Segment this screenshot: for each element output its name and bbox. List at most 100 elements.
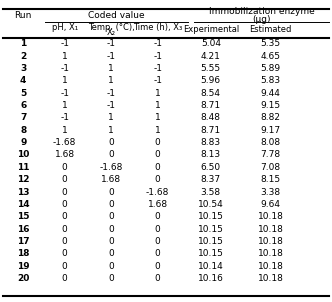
Text: 12: 12: [17, 175, 30, 184]
Text: 1: 1: [108, 64, 114, 73]
Text: 0: 0: [62, 188, 68, 197]
Text: 0: 0: [62, 212, 68, 221]
Text: 0: 0: [62, 225, 68, 234]
Text: 10.18: 10.18: [258, 212, 284, 221]
Text: 1: 1: [108, 113, 114, 122]
Text: 8.37: 8.37: [201, 175, 221, 184]
Text: Experimental: Experimental: [183, 25, 239, 34]
Text: 0: 0: [155, 237, 161, 246]
Text: -1: -1: [153, 76, 162, 85]
Text: 14: 14: [17, 200, 30, 209]
Text: -1: -1: [153, 39, 162, 48]
Text: 0: 0: [62, 262, 68, 271]
Text: 0: 0: [155, 212, 161, 221]
Text: 0: 0: [108, 188, 114, 197]
Text: 10.18: 10.18: [258, 225, 284, 234]
Text: 8.71: 8.71: [201, 126, 221, 135]
Text: 8: 8: [20, 126, 26, 135]
Text: 0: 0: [108, 274, 114, 283]
Text: 0: 0: [108, 249, 114, 259]
Text: 6: 6: [20, 101, 26, 110]
Text: 10.16: 10.16: [198, 274, 224, 283]
Text: 0: 0: [155, 150, 161, 159]
Text: 20: 20: [17, 274, 30, 283]
Text: 9.17: 9.17: [261, 126, 281, 135]
Text: -1: -1: [153, 64, 162, 73]
Text: 0: 0: [62, 200, 68, 209]
Text: 3.58: 3.58: [201, 188, 221, 197]
Text: 10.15: 10.15: [198, 225, 224, 234]
Text: 8.71: 8.71: [201, 101, 221, 110]
Text: Run: Run: [15, 11, 32, 20]
Text: 4.21: 4.21: [201, 52, 221, 61]
Text: -1: -1: [153, 52, 162, 61]
Text: 0: 0: [108, 150, 114, 159]
Text: 1: 1: [20, 39, 26, 48]
Text: 10.15: 10.15: [198, 212, 224, 221]
Text: 3: 3: [20, 64, 26, 73]
Text: 0: 0: [108, 237, 114, 246]
Text: -1.68: -1.68: [146, 188, 169, 197]
Text: 1: 1: [155, 113, 161, 122]
Text: 10.18: 10.18: [258, 274, 284, 283]
Text: 10.14: 10.14: [198, 262, 224, 271]
Text: Estimated: Estimated: [249, 25, 292, 34]
Text: 8.82: 8.82: [261, 113, 281, 122]
Text: 0: 0: [62, 163, 68, 172]
Text: 5.83: 5.83: [261, 76, 281, 85]
Text: 0: 0: [62, 175, 68, 184]
Text: 0: 0: [155, 225, 161, 234]
Text: 10: 10: [17, 150, 30, 159]
Text: 1: 1: [62, 76, 68, 85]
Text: 7: 7: [20, 113, 27, 122]
Text: 0: 0: [108, 262, 114, 271]
Text: 3.38: 3.38: [261, 188, 281, 197]
Text: Immobilization enzyme: Immobilization enzyme: [208, 8, 314, 16]
Text: -1: -1: [107, 101, 116, 110]
Text: 8.13: 8.13: [201, 150, 221, 159]
Text: 10.54: 10.54: [198, 200, 224, 209]
Text: 8.48: 8.48: [201, 113, 221, 122]
Text: X₂: X₂: [107, 28, 116, 37]
Text: -1: -1: [107, 39, 116, 48]
Text: 1.68: 1.68: [148, 200, 168, 209]
Text: 2: 2: [20, 52, 26, 61]
Text: 0: 0: [108, 225, 114, 234]
Text: 0: 0: [62, 249, 68, 259]
Text: 0: 0: [62, 274, 68, 283]
Text: 5.96: 5.96: [201, 76, 221, 85]
Text: 0: 0: [155, 274, 161, 283]
Text: 0: 0: [155, 163, 161, 172]
Text: 8.15: 8.15: [261, 175, 281, 184]
Text: 10.15: 10.15: [198, 237, 224, 246]
Text: 15: 15: [17, 212, 30, 221]
Text: Coded value: Coded value: [88, 11, 144, 20]
Text: 11: 11: [17, 163, 30, 172]
Text: 19: 19: [17, 262, 30, 271]
Text: 0: 0: [155, 175, 161, 184]
Text: 1: 1: [62, 126, 68, 135]
Text: 5.55: 5.55: [201, 64, 221, 73]
Text: 9.44: 9.44: [261, 89, 281, 98]
Text: -1: -1: [107, 89, 116, 98]
Text: 0: 0: [155, 249, 161, 259]
Text: -1.68: -1.68: [100, 163, 123, 172]
Text: -1: -1: [60, 64, 69, 73]
Text: 13: 13: [17, 188, 30, 197]
Text: 1: 1: [62, 52, 68, 61]
Text: -1: -1: [107, 52, 116, 61]
Text: 0: 0: [108, 212, 114, 221]
Text: 18: 18: [17, 249, 30, 259]
Text: (μg): (μg): [252, 15, 271, 24]
Text: 6.50: 6.50: [201, 163, 221, 172]
Text: 17: 17: [17, 237, 30, 246]
Text: 5.89: 5.89: [261, 64, 281, 73]
Text: 0: 0: [155, 262, 161, 271]
Text: 10.18: 10.18: [258, 262, 284, 271]
Text: 1.68: 1.68: [101, 175, 121, 184]
Text: 10.18: 10.18: [258, 237, 284, 246]
Text: 0: 0: [155, 138, 161, 147]
Text: 4.65: 4.65: [261, 52, 281, 61]
Text: 7.78: 7.78: [261, 150, 281, 159]
Text: 10.15: 10.15: [198, 249, 224, 259]
